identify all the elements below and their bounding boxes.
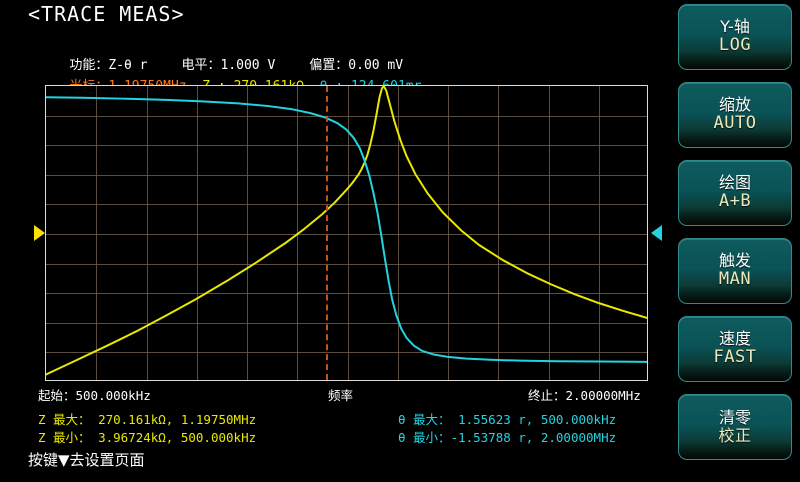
grid-line-vertical (348, 86, 349, 380)
softkey-value: AUTO (713, 112, 757, 133)
softkey-value: MAN (718, 268, 752, 289)
bias-value: 0.00 mV (348, 58, 404, 73)
softkey-title: 缩放 (718, 95, 751, 115)
softkey-value: A+B (718, 190, 752, 211)
page-title: <TRACE MEAS> (28, 2, 185, 26)
softkey-title: Y-轴 (720, 17, 750, 37)
softkey-title: 清零 (718, 407, 751, 427)
function-label: 功能： (69, 58, 109, 73)
softkey-value: 校正 (718, 425, 752, 445)
grid-line-horizontal (46, 352, 647, 353)
grid-line-vertical (96, 86, 97, 380)
grid-line-vertical (247, 86, 248, 380)
y-axis-right-marker-icon (651, 225, 662, 241)
softkey-calibrate[interactable]: 清零 校正 (678, 394, 792, 460)
grid-line-horizontal (46, 204, 647, 205)
grid-line-horizontal (46, 323, 647, 324)
grid-line-vertical (147, 86, 148, 380)
softkey-value: FAST (713, 346, 757, 367)
softkey-title: 绘图 (718, 173, 751, 193)
softkey-panel: Y-轴 LOG 缩放 AUTO 绘图 A+B 触发 MAN 速度 FAST 清零 校正 (678, 4, 796, 478)
cursor-marker-line[interactable] (326, 86, 328, 380)
axis-stop-label: 终止：2.00000MHz (528, 388, 641, 403)
function-value: Z-θ r (108, 58, 148, 73)
setup-hint-text: 按键▼去设置页面 (28, 451, 145, 469)
softkey-title: 触发 (718, 251, 751, 271)
trace-plot[interactable] (45, 85, 648, 381)
level-label: 电平： (181, 58, 221, 73)
y-axis-left-marker-icon (34, 225, 45, 241)
grid-line-horizontal (46, 264, 647, 265)
level-value: 1.000 V (220, 58, 276, 73)
grid-line-vertical (197, 86, 198, 380)
grid-line-horizontal (46, 116, 647, 117)
grid-line-horizontal (46, 293, 647, 294)
theta-min-readout: θ 最小：-1.53788 r, 2.00000MHz (398, 430, 617, 445)
softkey-zoom[interactable]: 缩放 AUTO (678, 82, 792, 148)
softkey-speed[interactable]: 速度 FAST (678, 316, 792, 382)
trace-curves (46, 86, 647, 381)
softkey-trigger[interactable]: 触发 MAN (678, 238, 792, 304)
grid-line-vertical (398, 86, 399, 380)
measurement-params-row: 功能：Z-θ r 电平：1.000 V 偏置：0.00 mV (38, 39, 403, 88)
softkey-plot[interactable]: 绘图 A+B (678, 160, 792, 226)
grid-line-vertical (498, 86, 499, 380)
grid-line-horizontal (46, 145, 647, 146)
grid-line-vertical (448, 86, 449, 380)
axis-center-label: 频率 (328, 388, 354, 403)
grid-line-horizontal (46, 234, 647, 235)
grid-line-vertical (599, 86, 600, 380)
grid-line-vertical (549, 86, 550, 380)
softkey-y-axis[interactable]: Y-轴 LOG (678, 4, 792, 70)
softkey-value: LOG (718, 34, 752, 55)
theta-max-readout: θ 最大： 1.55623 r, 500.000kHz (398, 412, 617, 427)
trace-z-impedance (46, 86, 647, 375)
plot-frame (45, 85, 648, 381)
z-min-readout: Z 最小： 3.96724kΩ, 500.000kHz (38, 430, 257, 445)
trace-theta-phase (46, 97, 647, 362)
grid-line-horizontal (46, 175, 647, 176)
bias-label: 偏置： (309, 58, 349, 73)
z-max-readout: Z 最大： 270.161kΩ, 1.19750MHz (38, 412, 257, 427)
axis-start-label: 起始：500.000kHz (38, 388, 151, 403)
softkey-title: 速度 (718, 329, 751, 349)
